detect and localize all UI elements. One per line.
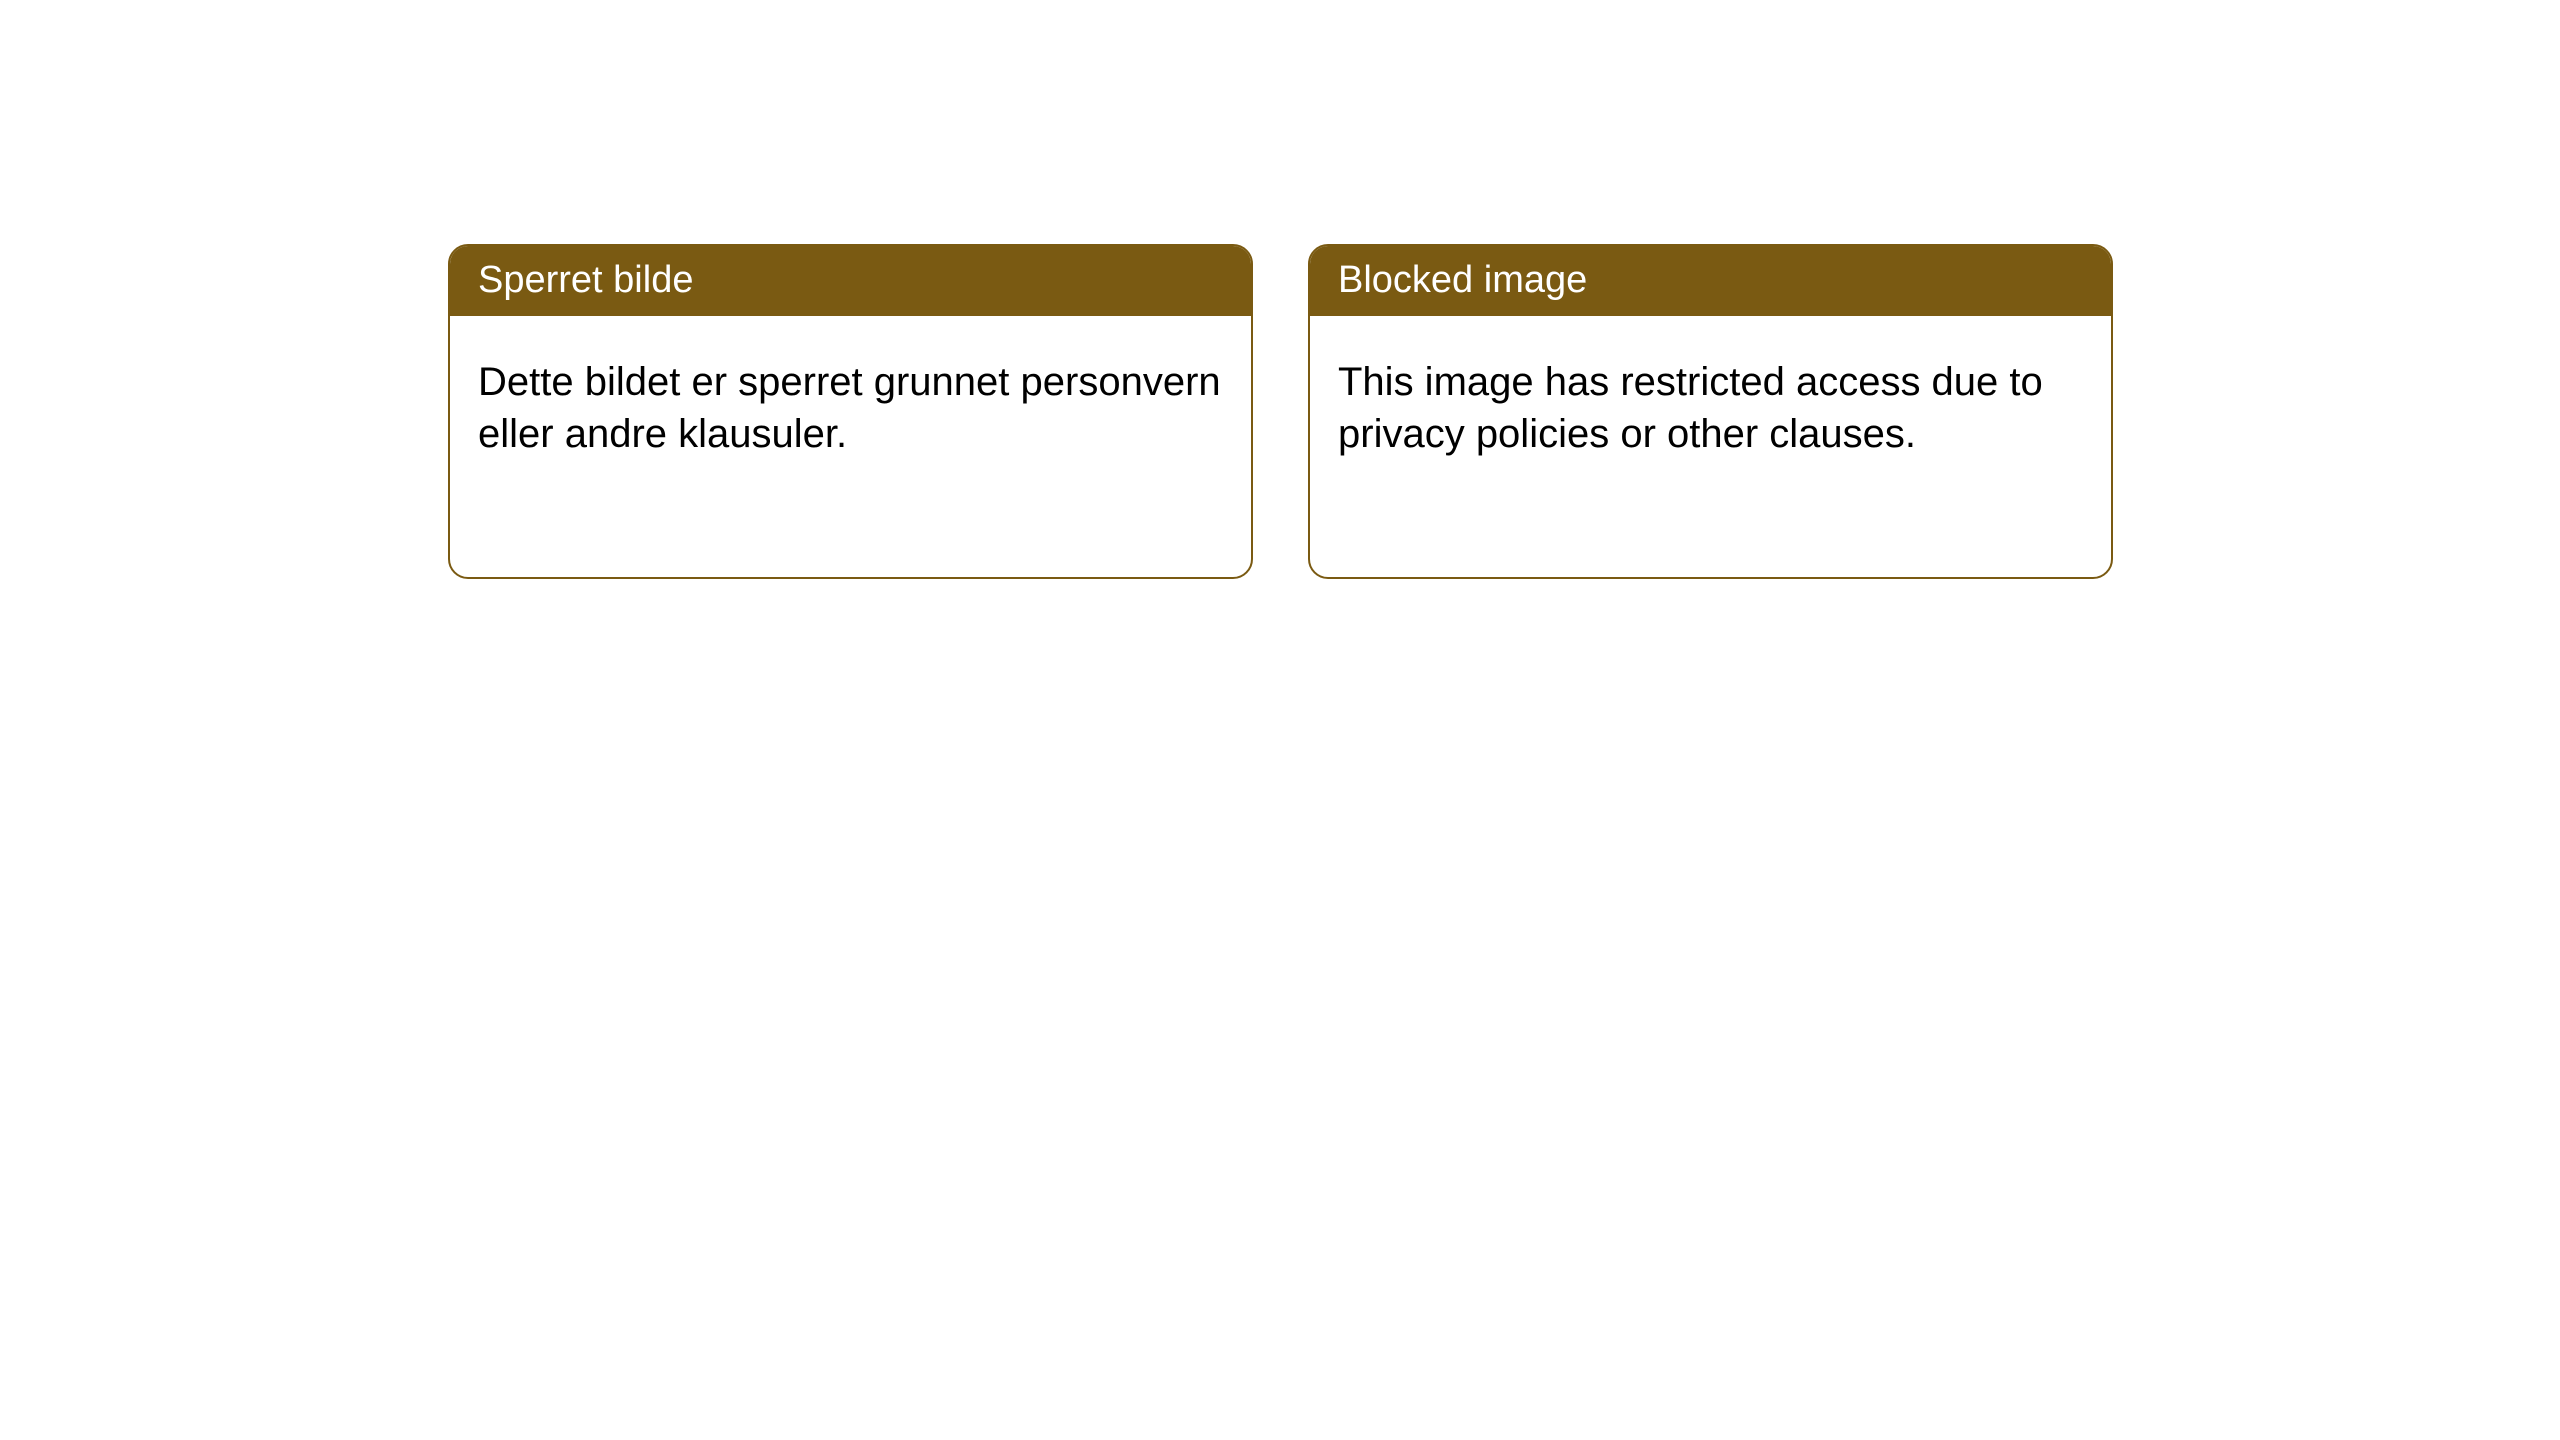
notice-header: Blocked image bbox=[1310, 246, 2111, 316]
notice-body: This image has restricted access due to … bbox=[1310, 316, 2111, 500]
notice-header: Sperret bilde bbox=[450, 246, 1251, 316]
notice-box-english: Blocked image This image has restricted … bbox=[1308, 244, 2113, 579]
notice-box-norwegian: Sperret bilde Dette bildet er sperret gr… bbox=[448, 244, 1253, 579]
notices-container: Sperret bilde Dette bildet er sperret gr… bbox=[0, 0, 2560, 579]
notice-body: Dette bildet er sperret grunnet personve… bbox=[450, 316, 1251, 500]
